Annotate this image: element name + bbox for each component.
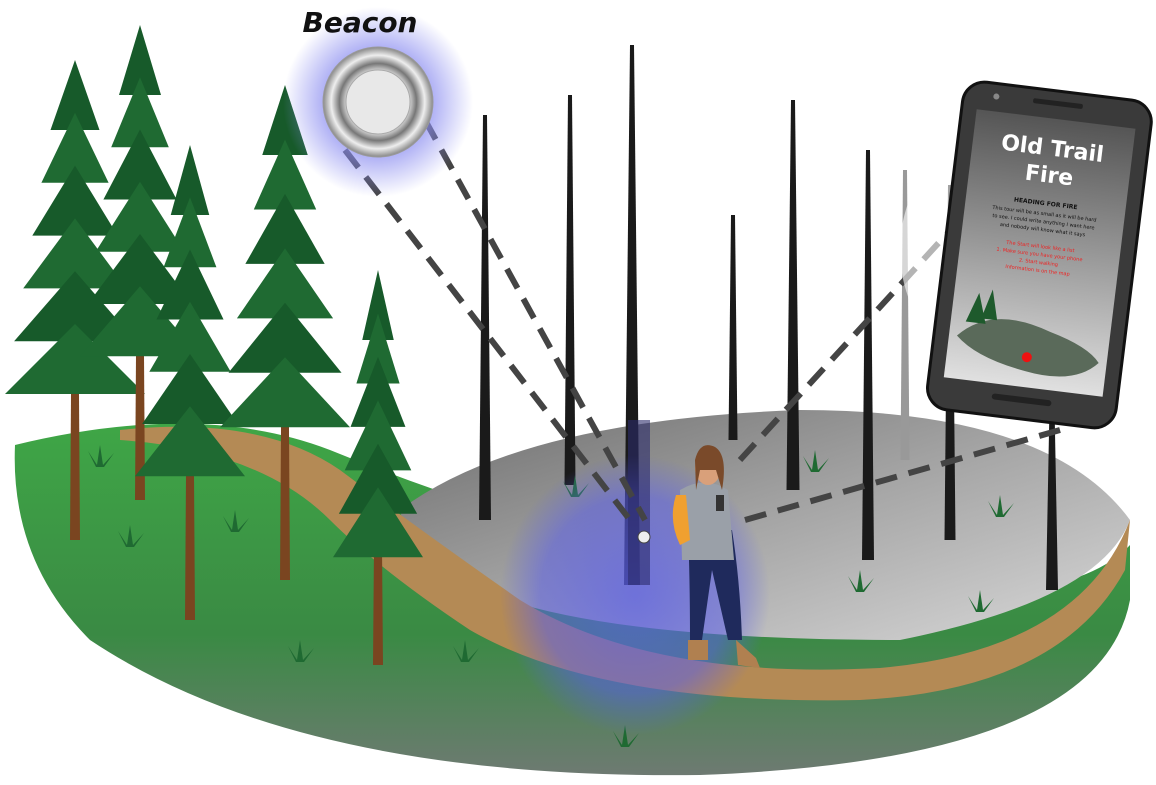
burned-tree — [862, 150, 874, 560]
phone: Old Trail Fire HEADING FOR FIRE This tou… — [925, 80, 1154, 431]
beacon-center — [346, 70, 410, 134]
burned-tree — [565, 95, 576, 485]
beacon-label: Beacon — [303, 6, 418, 39]
illustration: Beacon Old Trail Fire HEADING FOR FIRE T… — [0, 0, 1156, 785]
beacon-small — [638, 531, 650, 543]
burned-tree — [479, 115, 491, 520]
burned-tree — [787, 100, 800, 490]
burned-trunk — [628, 420, 650, 585]
burned-tree — [729, 215, 738, 440]
